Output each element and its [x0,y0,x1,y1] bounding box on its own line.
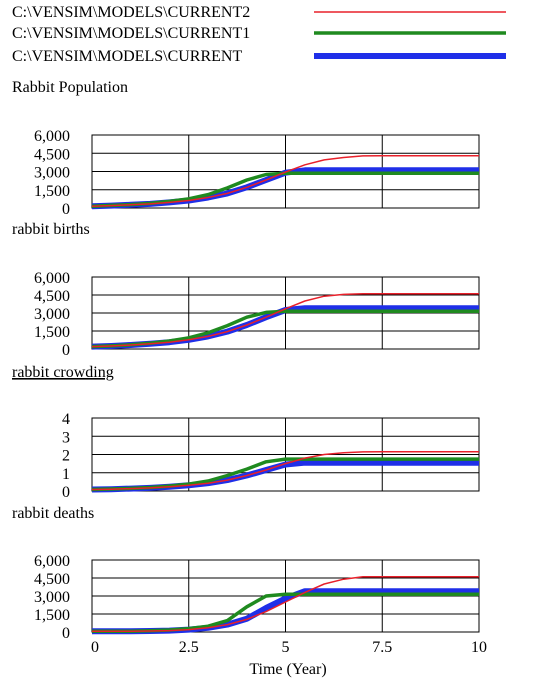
y-tick-label: 2 [62,448,70,465]
series-line-0 [92,576,479,633]
series-line-1 [91,309,479,349]
y-tick-label: 1 [62,466,70,483]
y-tick-label: 0 [62,342,70,359]
chart-title: rabbit births [12,221,90,238]
y-tick-label: 6,000 [34,270,70,287]
y-tick-label: 6,000 [34,553,70,570]
y-tick-label: 3,000 [34,165,70,182]
legend: C:\VENSIM\MODELS\CURRENT2 C:\VENSIM\MODEL… [12,4,506,65]
x-axis-label: Time (Year) [249,661,326,678]
chart-title: rabbit deaths [12,505,94,522]
chart-2: rabbit crowding 43 210 [12,364,480,501]
x-tick-label: 10 [471,639,487,656]
x-tick-label: 2.5 [179,639,199,656]
y-tick-label: 3,000 [34,589,70,606]
chart-title: rabbit crowding [12,364,114,381]
x-tick-label: 5 [282,639,290,656]
chart-title: Rabbit Population [12,79,128,96]
series-line-0 [91,451,479,491]
y-tick-label: 1,500 [34,607,70,624]
series-line-0 [91,293,479,348]
y-tick-label: 0 [62,484,70,501]
y-tick-label: 3 [62,429,70,446]
y-tick-label: 4,500 [34,288,70,305]
y-tick-label: 0 [62,201,70,218]
y-tick-label: 1,500 [34,324,70,341]
y-tick-label: 4,500 [34,146,70,163]
x-tick-label: 7.5 [372,639,392,656]
y-tick-label: 3,000 [34,306,70,323]
y-tick-label: 4 [62,411,70,428]
y-tick-label: 4,500 [34,571,70,588]
legend-label-0: C:\VENSIM\MODELS\CURRENT2 [12,4,250,21]
y-tick-label: 1,500 [34,183,70,200]
legend-label-1: C:\VENSIM\MODELS\CURRENT1 [12,25,250,42]
legend-label-2: C:\VENSIM\MODELS\CURRENT [12,48,242,65]
x-tick-label: 0 [91,639,99,656]
series-line-0 [91,154,479,207]
y-tick-label: 0 [62,625,70,642]
charts: Rabbit Population6,0004,5003,0001,5000ra… [12,79,487,656]
y-tick-label: 6,000 [34,128,70,145]
